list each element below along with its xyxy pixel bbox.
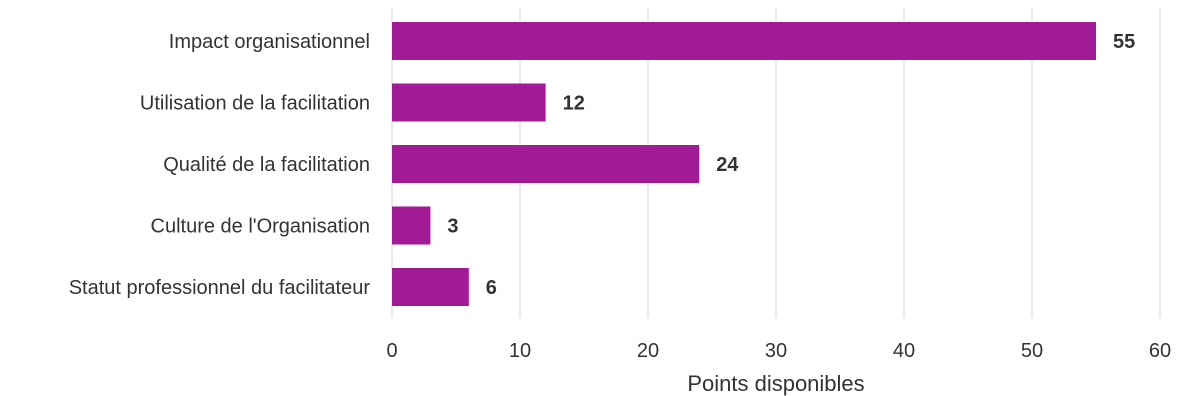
x-tick-label-50: 50 <box>1021 340 1043 362</box>
category-label-2: Utilisation de la facilitation <box>140 93 370 115</box>
category-label-1: Impact organisationnel <box>169 31 370 53</box>
x-tick-label-40: 40 <box>893 340 915 362</box>
x-tick-label-30: 30 <box>765 340 787 362</box>
category-label-4: Culture de l'Organisation <box>151 216 371 238</box>
category-labels: Impact organisationnel Utilisation de la … <box>69 31 371 299</box>
data-label-2: 12 <box>563 93 585 115</box>
bar-5 <box>392 268 469 306</box>
bar-3 <box>392 145 700 183</box>
data-label-4: 3 <box>447 216 458 238</box>
category-label-3: Qualité de la facilitation <box>163 154 370 176</box>
data-label-3: 24 <box>716 154 739 176</box>
x-tick-label-20: 20 <box>637 340 659 362</box>
category-label-5: Statut professionnel du facilitateur <box>69 277 371 299</box>
x-tick-label-0: 0 <box>386 340 397 362</box>
bar-1 <box>392 22 1096 60</box>
x-axis-ticks: 0 10 20 30 40 50 60 <box>386 340 1171 362</box>
data-label-5: 6 <box>486 277 497 299</box>
bar-2 <box>392 83 546 122</box>
data-label-1: 55 <box>1113 31 1135 53</box>
bar-4 <box>392 206 431 245</box>
x-tick-label-60: 60 <box>1149 340 1171 362</box>
bars <box>392 22 1096 306</box>
x-axis-title: Points disponibles <box>687 371 864 396</box>
x-tick-label-10: 10 <box>509 340 531 362</box>
